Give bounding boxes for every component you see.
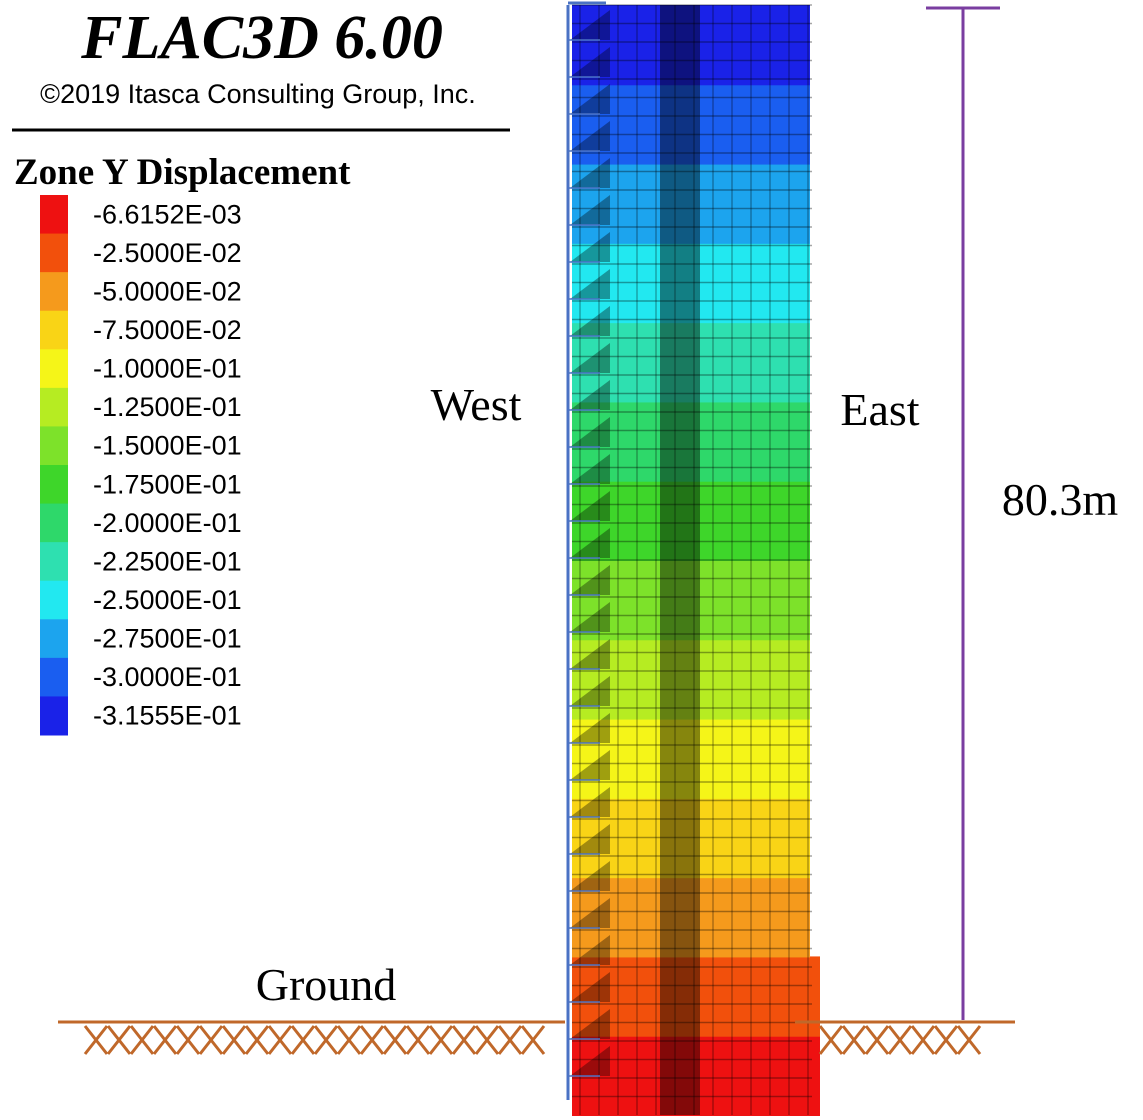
west-label: West xyxy=(431,379,522,430)
legend-swatch xyxy=(40,658,68,697)
legend-label: -2.7500E-01 xyxy=(93,624,242,654)
legend-label: -3.1555E-01 xyxy=(93,701,242,731)
ground xyxy=(58,1022,1015,1054)
legend-swatch xyxy=(40,504,68,543)
legend-label: -7.5000E-02 xyxy=(93,315,242,345)
legend-swatch xyxy=(40,542,68,581)
legend-label: -1.7500E-01 xyxy=(93,469,242,499)
legend-swatch xyxy=(40,234,68,273)
ground-label: Ground xyxy=(256,959,397,1010)
figure: FLAC3D 6.00 ©2019 Itasca Consulting Grou… xyxy=(0,0,1143,1120)
legend-label: -2.5000E-01 xyxy=(93,585,242,615)
legend-label: -1.2500E-01 xyxy=(93,392,242,422)
building-model xyxy=(568,5,820,1116)
legend-label: -1.0000E-01 xyxy=(93,354,242,384)
legend-label: -2.5000E-02 xyxy=(93,238,242,268)
legend-label: -5.0000E-02 xyxy=(93,276,242,306)
legend-swatch xyxy=(40,311,68,350)
legend-label: -6.6152E-03 xyxy=(93,199,242,229)
legend-swatch xyxy=(40,465,68,504)
legend-swatch xyxy=(40,195,68,234)
legend-swatch xyxy=(40,349,68,388)
east-label: East xyxy=(840,384,919,435)
title: FLAC3D 6.00 xyxy=(80,4,443,72)
copyright: ©2019 Itasca Consulting Group, Inc. xyxy=(40,79,476,109)
legend-label: -3.0000E-01 xyxy=(93,662,242,692)
legend-swatch xyxy=(40,696,68,735)
legend-title: Zone Y Displacement xyxy=(14,152,351,193)
legend: -6.6152E-03 -2.5000E-02 -5.0000E-02 -7.5000… xyxy=(40,195,242,736)
legend-label: -2.0000E-01 xyxy=(93,508,242,538)
legend-swatch xyxy=(40,388,68,427)
legend-swatch xyxy=(40,272,68,311)
legend-label: -1.5000E-01 xyxy=(93,431,242,461)
legend-swatch xyxy=(40,581,68,620)
legend-swatch xyxy=(40,426,68,465)
legend-label: -2.2500E-01 xyxy=(93,546,242,576)
legend-swatch xyxy=(40,619,68,658)
height-label: 80.3m xyxy=(1002,474,1119,525)
